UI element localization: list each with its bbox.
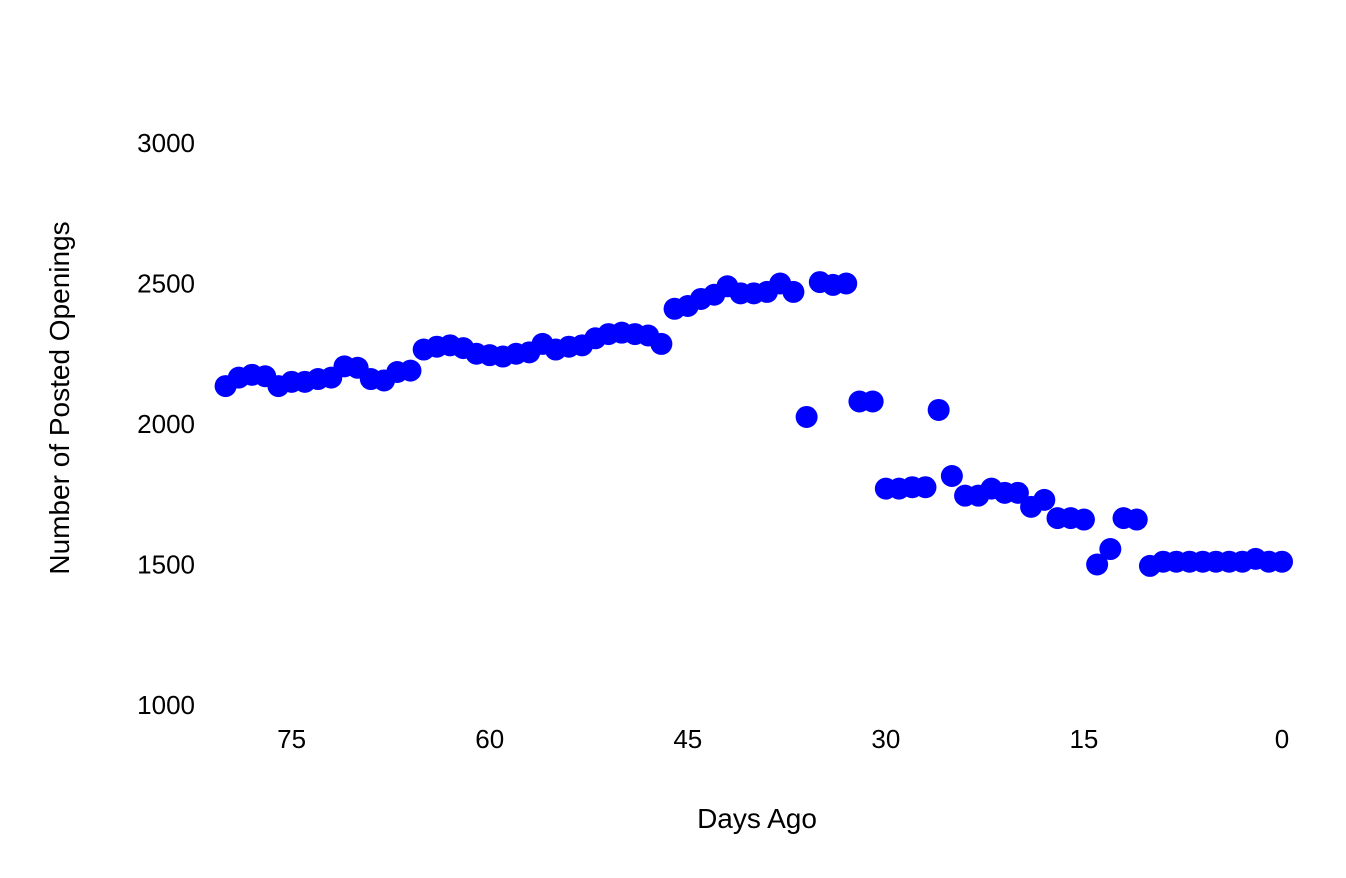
- data-point: [1072, 508, 1095, 531]
- y-tick-label: 1500: [137, 550, 195, 580]
- data-point: [1125, 508, 1148, 531]
- y-tick-label: 2500: [137, 269, 195, 299]
- y-axis-title: Number of Posted Openings: [44, 221, 75, 574]
- data-point: [1271, 550, 1293, 573]
- y-tick-label: 2000: [137, 409, 195, 439]
- data-point: [1099, 538, 1122, 561]
- x-tick-label: 60: [475, 724, 504, 754]
- x-tick-label: 45: [673, 724, 702, 754]
- x-tick-label: 0: [1275, 724, 1289, 754]
- data-point: [795, 405, 818, 428]
- x-tick-label: 75: [277, 724, 306, 754]
- data-point: [782, 280, 805, 303]
- data-point: [927, 398, 950, 421]
- data-point: [914, 476, 937, 499]
- data-point: [861, 390, 884, 413]
- x-axis-title: Days Ago: [697, 803, 817, 834]
- x-tick-label: 30: [871, 724, 900, 754]
- y-tick-label: 3000: [137, 128, 195, 158]
- data-point: [1033, 488, 1056, 511]
- y-tick-label: 1000: [137, 690, 195, 720]
- data-point: [650, 332, 673, 355]
- x-axis-ticks: 75 60 45 30 15 0: [277, 724, 1289, 754]
- data-point: [940, 464, 963, 487]
- data-point: [1006, 481, 1029, 504]
- data-point: [1086, 553, 1109, 576]
- y-axis-ticks: 3000 2500 2000 1500 1000: [137, 128, 195, 720]
- data-points: [214, 271, 1293, 577]
- data-point: [399, 359, 422, 382]
- data-point: [835, 272, 858, 295]
- x-tick-label: 15: [1069, 724, 1098, 754]
